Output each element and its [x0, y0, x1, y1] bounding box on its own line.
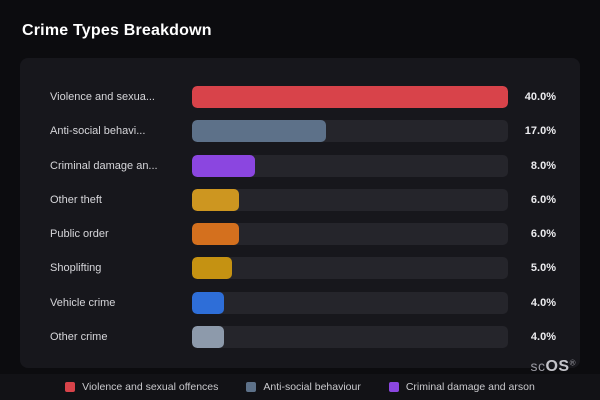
row-label: Vehicle crime — [50, 296, 116, 309]
row-label: Criminal damage an... — [50, 159, 158, 172]
row-label: Other theft — [50, 193, 102, 206]
bar-chart-card: Violence and sexua... 40.0% Anti-social … — [20, 58, 580, 368]
legend-label: Criminal damage and arson — [405, 381, 535, 393]
chart-row: Vehicle crime 4.0% — [50, 290, 556, 316]
row-label: Other crime — [50, 330, 108, 343]
chart-row: Public order 6.0% — [50, 221, 556, 247]
row-value: 17.0% — [524, 125, 556, 138]
bar[interactable] — [192, 325, 224, 348]
row-label: Public order — [50, 228, 109, 241]
chart-rows: Violence and sexua... 40.0% Anti-social … — [50, 84, 556, 350]
bar-track — [192, 86, 508, 108]
bar[interactable] — [192, 257, 232, 280]
chart-row: Criminal damage an... 8.0% — [50, 153, 556, 179]
bar-track — [192, 120, 508, 143]
row-label: Anti-social behavi... — [50, 125, 146, 138]
legend-item[interactable]: Violence and sexual offences — [65, 381, 218, 393]
row-value: 4.0% — [530, 330, 556, 343]
bar-track — [192, 188, 508, 211]
bar-track — [192, 223, 508, 246]
legend-swatch — [65, 382, 76, 392]
chart-row: Violence and sexua... 40.0% — [50, 84, 556, 110]
bar[interactable] — [192, 154, 256, 177]
bar[interactable] — [192, 291, 224, 314]
chart-row: Shoplifting 5.0% — [50, 255, 556, 281]
registered-mark-icon: ® — [569, 358, 576, 368]
bar[interactable] — [192, 188, 240, 211]
chart-row: Other crime 4.0% — [50, 324, 556, 350]
row-value: 6.0% — [530, 193, 556, 206]
bar-track — [192, 291, 508, 314]
chart-row: Other theft 6.0% — [50, 187, 556, 213]
bar-track — [192, 257, 508, 280]
bar[interactable] — [192, 223, 240, 246]
bar[interactable] — [192, 86, 508, 108]
legend-label: Anti-social behaviour — [263, 381, 361, 393]
row-label: Shoplifting — [50, 262, 102, 275]
bar-track — [192, 325, 508, 348]
page-title: Crime Types Breakdown — [22, 22, 212, 39]
row-label: Violence and sexua... — [50, 91, 155, 103]
legend-swatch — [388, 382, 399, 392]
chart-row: Anti-social behavi... 17.0% — [50, 118, 556, 144]
watermark-logo: scOS® — [530, 358, 576, 376]
legend-label: Violence and sexual offences — [82, 381, 219, 393]
legend: Violence and sexual offences Anti-social… — [0, 374, 600, 400]
row-value: 6.0% — [530, 228, 556, 241]
bar-track — [192, 154, 508, 177]
row-value: 4.0% — [530, 296, 556, 309]
legend-swatch — [246, 382, 257, 392]
legend-item[interactable]: Criminal damage and arson — [388, 381, 535, 393]
watermark-main: OS — [545, 358, 570, 375]
watermark-prefix: sc — [530, 358, 546, 374]
row-value: 40.0% — [524, 91, 556, 103]
legend-item[interactable]: Anti-social behaviour — [246, 381, 361, 393]
bar[interactable] — [192, 120, 327, 143]
row-value: 8.0% — [530, 159, 556, 172]
row-value: 5.0% — [530, 262, 556, 275]
